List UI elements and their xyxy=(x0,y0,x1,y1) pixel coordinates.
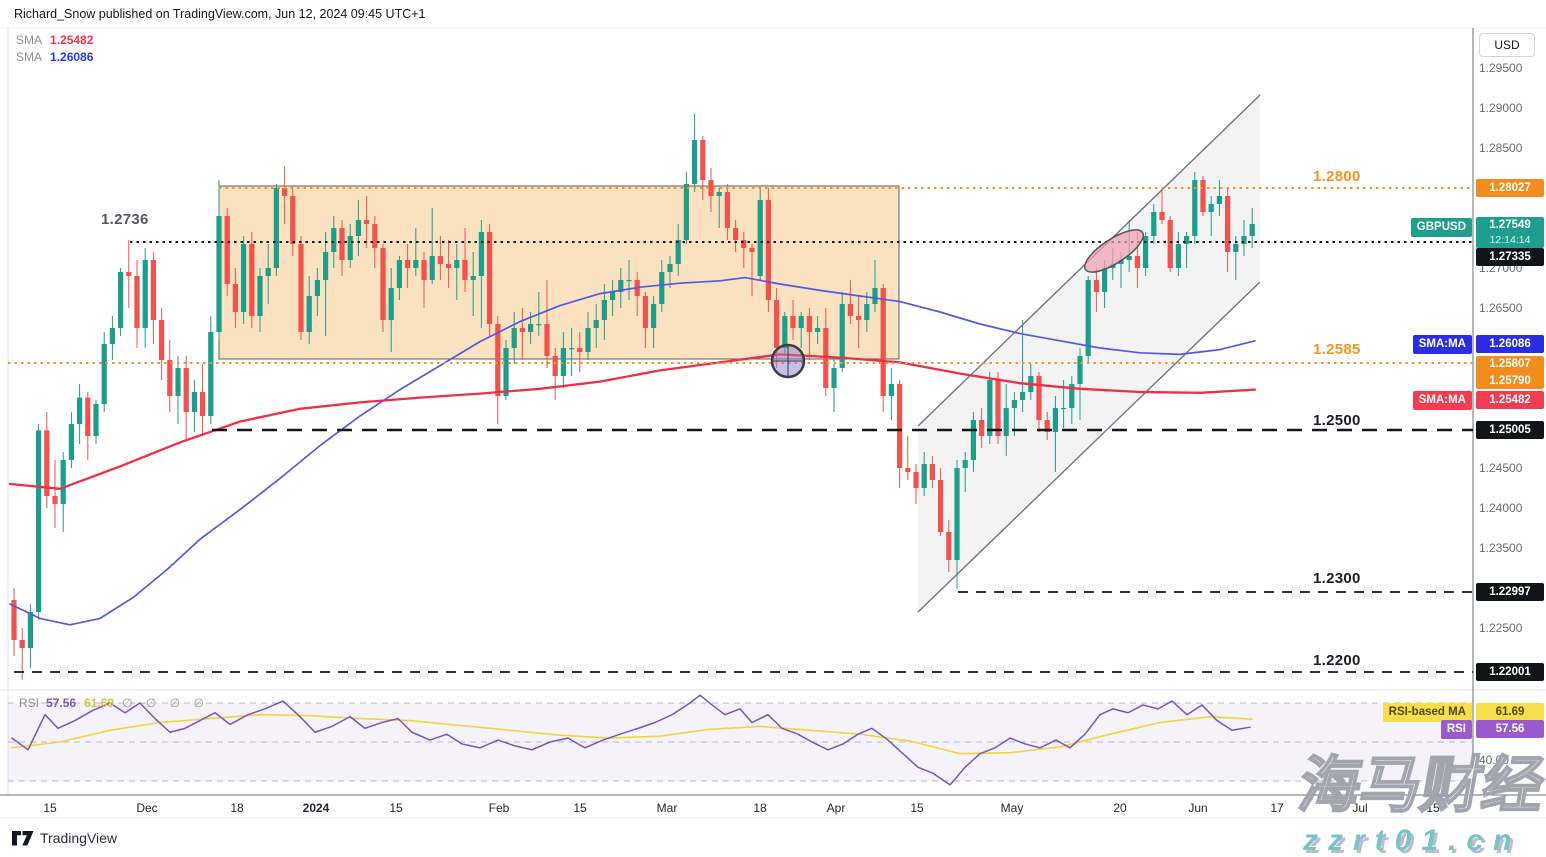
level-label[interactable]: 1.2500 xyxy=(1313,412,1361,429)
time-axis-label: 2024 xyxy=(302,801,330,815)
price-scale-label: 40.00 xyxy=(1479,753,1510,767)
time-axis-label: 15 xyxy=(43,801,57,815)
time-axis-label: 18 xyxy=(753,801,767,815)
price-badge: 1.25005 xyxy=(1476,421,1544,439)
sma-red-line[interactable] xyxy=(8,353,1257,490)
scale-label-badge: SMA:MA xyxy=(1412,334,1472,354)
price-scale-label: 1.26500 xyxy=(1479,301,1523,315)
legend-sma-red[interactable]: SMA 1.25482 xyxy=(16,33,93,47)
currency-toggle-button[interactable]: USD xyxy=(1479,33,1535,57)
scale-label-badge: RSI-based MA xyxy=(1382,702,1472,722)
rsi-pane xyxy=(8,702,1473,782)
rsi-value: 57.56 xyxy=(46,696,77,710)
price-scale-label: 1.24500 xyxy=(1479,461,1523,475)
crosshair-marker[interactable] xyxy=(770,343,806,379)
time-axis-label: Jul xyxy=(1352,801,1368,815)
legend-sma-blue[interactable]: SMA 1.26086 xyxy=(16,50,93,64)
time-axis-label: Apr xyxy=(826,801,846,815)
time-axis-label: 15 xyxy=(910,801,924,815)
watermark-url: zzrt01.cn xyxy=(1303,824,1522,857)
price-scale-label: 1.22500 xyxy=(1479,621,1523,635)
rsi-ma-line[interactable] xyxy=(11,713,1253,755)
time-axis-label: Dec xyxy=(136,801,158,815)
chart-frame xyxy=(0,27,1546,819)
level-label[interactable]: 1.2736 xyxy=(101,211,149,228)
tradingview-logo[interactable]: TradingView xyxy=(12,830,117,846)
price-badge: 61.69 xyxy=(1476,703,1544,721)
level-label[interactable]: 1.2300 xyxy=(1313,570,1361,587)
price-scale-label: 1.23500 xyxy=(1479,541,1523,555)
time-axis-label: 15 xyxy=(573,801,587,815)
price-badge: 1.27335 xyxy=(1476,248,1544,266)
horizontal-lines-layer[interactable] xyxy=(8,187,1473,673)
price-scale-label: 1.24000 xyxy=(1479,501,1523,515)
tradingview-mark-icon xyxy=(12,830,34,845)
price-scale-label: 1.29500 xyxy=(1479,61,1523,75)
level-label[interactable]: 1.2585 xyxy=(1313,341,1361,358)
price-badge: 1.28027 xyxy=(1476,179,1544,197)
publish-header: Richard_Snow published on TradingView.co… xyxy=(14,7,426,21)
scale-label-badge: RSI xyxy=(1440,719,1472,739)
price-badge: 1.25482 xyxy=(1476,391,1544,409)
level-label[interactable]: 1.2800 xyxy=(1313,168,1361,185)
price-badge: 1.26086 xyxy=(1476,335,1544,353)
zone-price-badge: 1.25807 1.25790 xyxy=(1476,356,1544,389)
last-price-badge: 1.27549 12:14:14 xyxy=(1476,217,1544,248)
price-scale-label: 1.28500 xyxy=(1479,141,1523,155)
sma-red-value: 1.25482 xyxy=(50,33,94,47)
scale-label-badge: SMA:MA xyxy=(1412,390,1472,410)
tradingview-brand-text: TradingView xyxy=(40,830,118,846)
time-axis-label: May xyxy=(1000,801,1024,815)
price-scale-label: 1.29000 xyxy=(1479,101,1523,115)
rsi-line[interactable] xyxy=(11,694,1251,786)
consolidation-box[interactable] xyxy=(218,185,900,360)
zone-price-1: 1.25807 xyxy=(1489,358,1531,370)
sma-label: SMA xyxy=(16,33,43,47)
time-axis-label: 15 xyxy=(1426,801,1440,815)
sma-blue-line[interactable] xyxy=(9,276,1256,626)
level-label[interactable]: 1.2200 xyxy=(1313,652,1361,669)
last-price: 1.27549 xyxy=(1489,219,1531,231)
time-axis-label: 18 xyxy=(230,801,244,815)
price-badge: 1.22001 xyxy=(1476,663,1544,681)
time-axis-label: 17 xyxy=(1270,801,1284,815)
candlestick-layer[interactable] xyxy=(11,113,1255,680)
rsi-ma-value: 61.69 xyxy=(84,696,115,710)
rsi-legend[interactable]: RSI 57.56 61.69 ∅ ∅ ∅ ∅ xyxy=(19,696,209,710)
highlight-ellipse[interactable] xyxy=(1079,222,1149,279)
sma-blue-value: 1.26086 xyxy=(50,50,94,64)
rsi-hidden-params: ∅ ∅ ∅ ∅ xyxy=(122,696,209,710)
time-axis-label: 15 xyxy=(389,801,403,815)
time-axis-label: 20 xyxy=(1113,801,1127,815)
bar-countdown: 12:14:14 xyxy=(1489,234,1531,246)
rsi-label: RSI xyxy=(19,696,40,710)
time-axis-label: Jun xyxy=(1188,801,1208,815)
sma-label: SMA xyxy=(16,50,43,64)
zone-price-2: 1.25790 xyxy=(1489,374,1531,387)
price-badge: 1.22997 xyxy=(1476,583,1544,601)
watermark-chinese: 海马财经 xyxy=(1293,750,1546,820)
scale-label-badge: GBPUSD xyxy=(1410,217,1472,237)
time-axis-label: Mar xyxy=(656,801,678,815)
price-badge: 57.56 xyxy=(1476,720,1544,738)
time-axis-label: Feb xyxy=(488,801,510,815)
